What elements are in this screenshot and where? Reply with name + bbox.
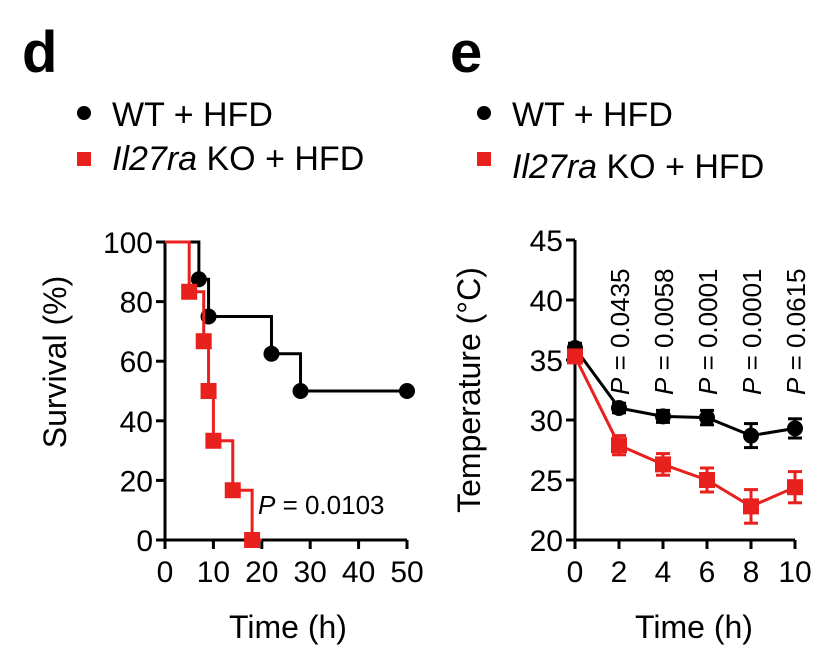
panel-d-letter: d [22,20,57,85]
x-tick-label: 6 [699,556,716,589]
panel-d-xlabel: Time (h) [229,609,347,645]
censor-marker-ko [244,532,261,548]
censor-marker-ko [181,283,198,300]
panel-e-letter: e [450,20,482,85]
censor-marker-ko [195,333,212,350]
y-tick-label: 20 [530,525,563,558]
data-point-wt [743,427,759,444]
data-point-wt [611,400,627,416]
panel-d-legend: WT + HFD Il27ra KO + HFD [77,96,364,178]
censor-marker-ko [205,432,222,449]
data-point-wt [699,409,715,426]
x-tick-label: 2 [611,556,628,589]
x-tick-label: 40 [342,556,375,589]
legend-wt-marker [477,106,491,120]
panel-e-legend: WT + HFD Il27ra KO + HFD [477,96,764,186]
panel-d-pvalue: P = 0.0103 [258,490,385,520]
panel-d-plot [165,240,415,548]
censor-marker-ko [224,482,241,499]
y-tick-label: 25 [530,465,563,498]
x-tick-label: 50 [390,556,423,589]
y-tick-label: 40 [530,285,563,318]
x-tick-label: 0 [157,556,174,589]
legend-wt-marker [77,106,91,120]
data-point-ko [655,456,671,473]
legend-wt-label: WT + HFD [512,96,673,134]
panel-e-ylabel: Temperature (°C) [451,267,487,513]
data-point-ko [699,472,715,488]
y-tick-label: 40 [120,406,153,439]
panel-d-ylabel: Survival (%) [37,276,73,448]
panel-d-pvalue-p: P [258,490,276,520]
censor-marker-wt [190,271,207,288]
pvalue-label: P = 0.0435 [605,269,635,396]
y-tick-label: 45 [530,225,563,258]
panel-d-pvalue-text: = 0.0103 [275,490,384,520]
legend-ko-gene: Il27ra [112,140,197,178]
censor-marker-wt [263,345,280,362]
panel-e-pvalues: P = 0.0435 P = 0.0058 P = 0.0001 P = 0.0001… [605,269,811,396]
legend-ko-gene: Il27ra [512,148,597,186]
x-tick-label: 8 [743,556,760,589]
legend-ko-marker [77,152,91,166]
legend-ko-label: Il27ra KO + HFD [512,148,764,186]
legend-ko-suffix: KO + HFD [597,148,764,186]
legend-wt-label: WT + HFD [112,96,273,134]
y-tick-label: 60 [120,346,153,379]
data-point-wt [655,408,671,425]
panel-e-plot [567,340,803,525]
data-point-ko [567,348,583,365]
panel-d: d WT + HFD Il27ra KO + HFD Survival (%) … [22,20,424,645]
panel-e-xlabel: Time (h) [635,609,753,645]
censor-marker-wt [292,383,309,399]
panel-e: e WT + HFD Il27ra KO + HFD Temperature (… [450,20,812,645]
panel-d-axes: 0 20 40 60 80 100 0 10 20 30 40 50 [103,227,424,589]
x-tick-label: 0 [567,556,584,589]
y-tick-label: 35 [530,345,563,378]
y-tick-label: 80 [120,287,153,320]
x-tick-label: 10 [778,556,811,589]
x-tick-label: 10 [197,556,230,589]
pvalue-label: P = 0.0001 [693,269,723,396]
legend-ko-label: Il27ra KO + HFD [112,140,364,178]
y-tick-label: 100 [103,227,153,260]
data-point-ko [743,498,759,515]
x-tick-label: 4 [655,556,672,589]
y-tick-label: 20 [120,465,153,498]
censor-marker-wt [399,383,415,399]
panel-e-axes: 20 25 30 35 40 45 0 2 4 6 8 10 [530,225,812,589]
data-point-ko [611,437,627,454]
data-point-ko [787,479,803,496]
censor-marker-ko [200,383,217,399]
legend-ko-marker [477,152,491,166]
data-point-wt [787,420,803,437]
pvalue-label: P = 0.0615 [781,269,811,396]
survival-curve-wt [165,240,407,393]
x-tick-label: 20 [245,556,278,589]
pvalue-label: P = 0.0001 [737,269,767,396]
y-tick-label: 30 [530,405,563,438]
pvalue-label: P = 0.0058 [649,269,679,396]
y-tick-label: 0 [136,525,153,558]
x-tick-label: 30 [294,556,327,589]
legend-ko-suffix: KO + HFD [197,140,364,178]
